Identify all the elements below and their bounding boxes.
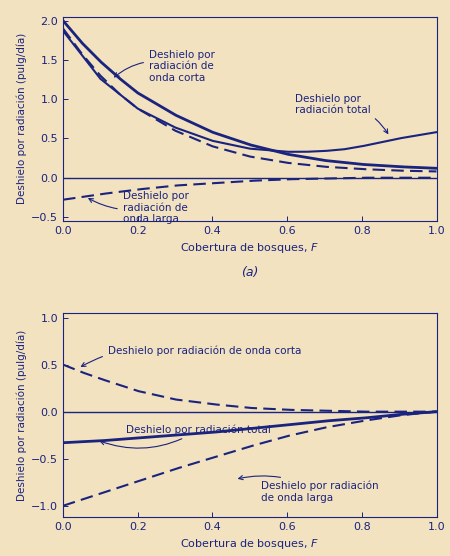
Y-axis label: Deshielo por radiación (pulg/día): Deshielo por radiación (pulg/día) [17, 33, 27, 205]
Text: Deshielo por
radiación de
onda corta: Deshielo por radiación de onda corta [115, 49, 215, 83]
Text: Deshielo por
radiación total: Deshielo por radiación total [295, 94, 388, 133]
Text: (a): (a) [241, 266, 258, 279]
Text: Deshielo por radiación
de onda larga: Deshielo por radiación de onda larga [239, 475, 378, 503]
Text: Deshielo por radiación de onda corta: Deshielo por radiación de onda corta [81, 345, 301, 366]
X-axis label: Cobertura de bosques, $F$: Cobertura de bosques, $F$ [180, 538, 319, 552]
Text: Deshielo por
radiación de
onda larga: Deshielo por radiación de onda larga [89, 191, 189, 224]
Text: Deshielo por radiación total: Deshielo por radiación total [100, 424, 271, 448]
Y-axis label: Deshielo por radiación (pulg/día): Deshielo por radiación (pulg/día) [17, 329, 27, 500]
X-axis label: Cobertura de bosques, $F$: Cobertura de bosques, $F$ [180, 241, 319, 255]
